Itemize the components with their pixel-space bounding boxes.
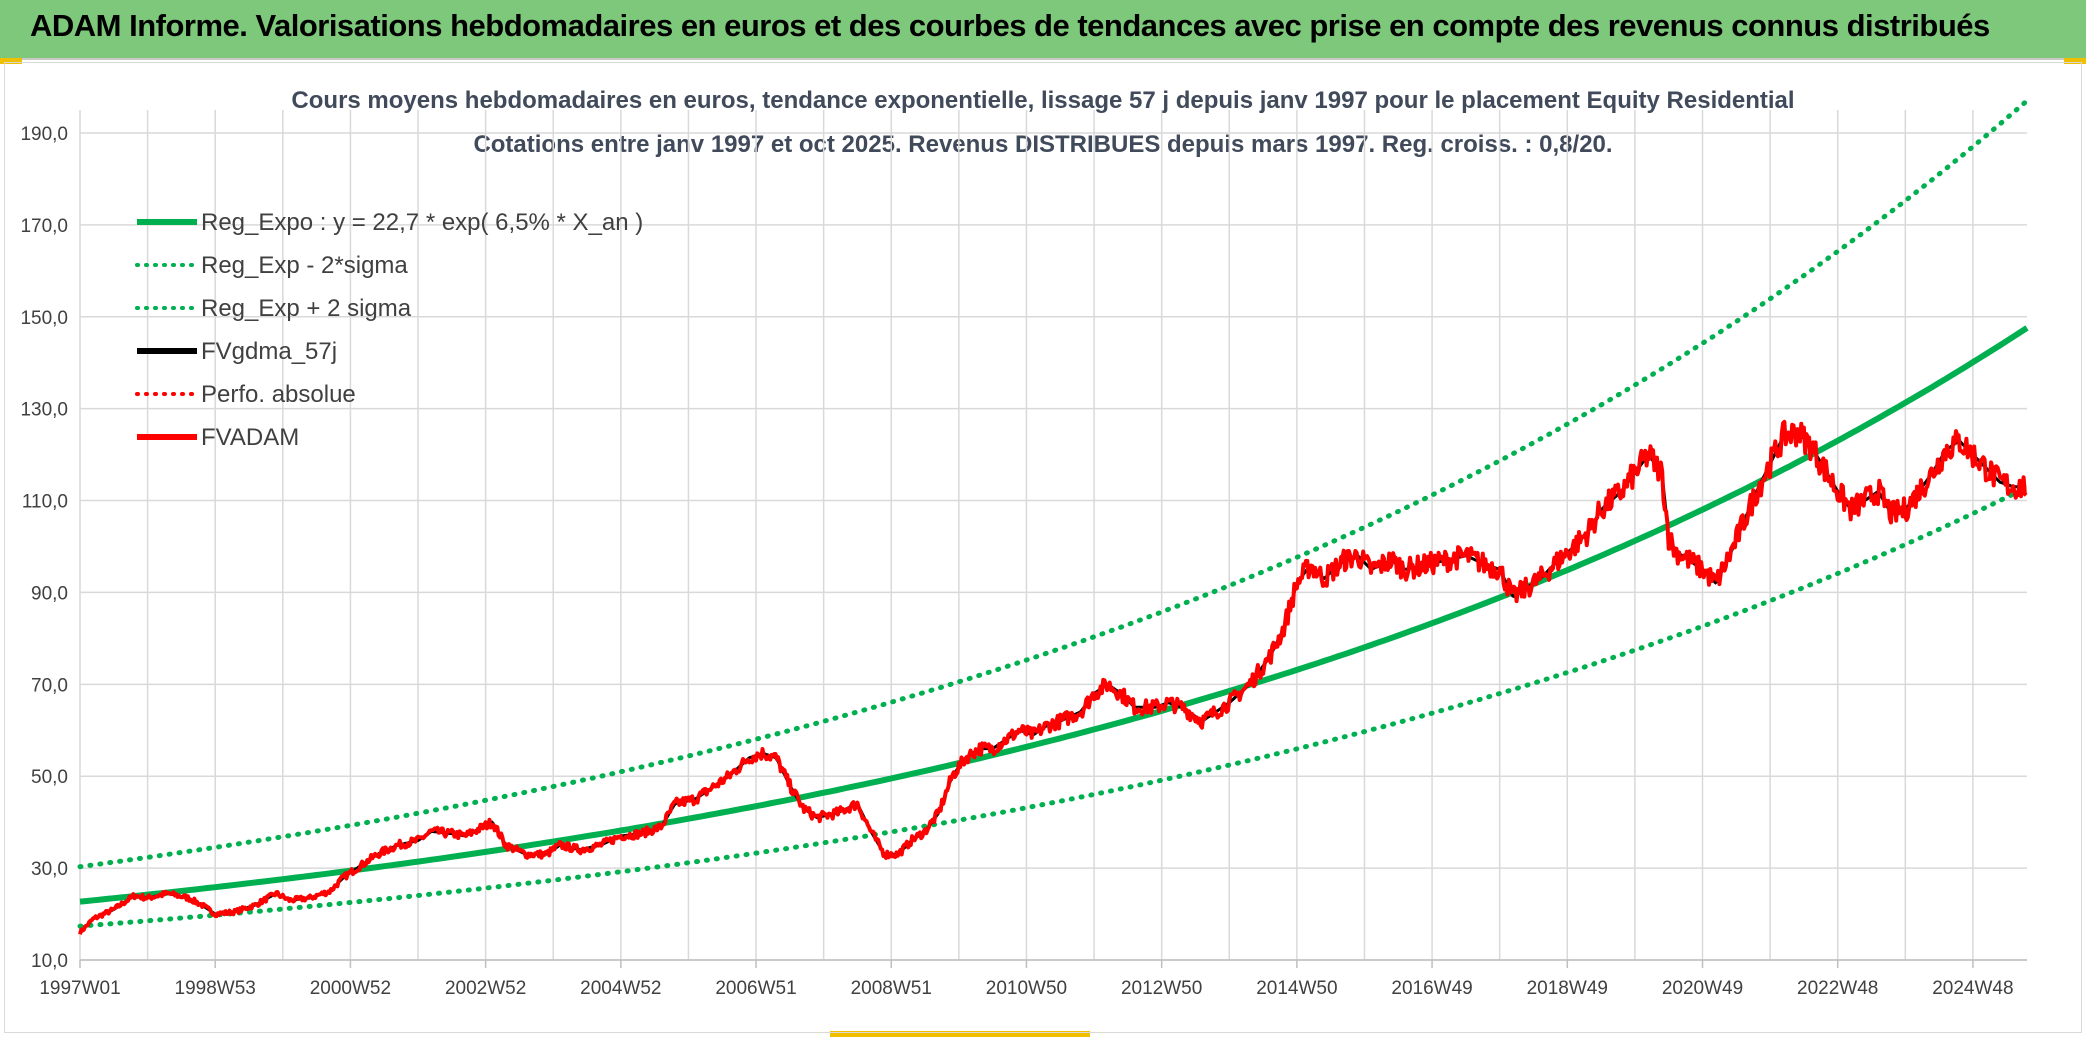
y-tick-label: 70,0: [31, 675, 68, 696]
corner-mark-left: [0, 58, 22, 64]
chart-title: Cours moyens hebdomadaires en euros, ten…: [291, 87, 1795, 114]
legend-label: Reg_Expo : y = 22,7 * exp( 6,5% * X_an ): [201, 209, 643, 236]
regression-line: [79, 325, 2029, 905]
y-tick-label: 170,0: [20, 216, 68, 237]
legend-label: FVgdma_57j: [201, 338, 337, 365]
y-tick-label: 10,0: [31, 951, 68, 972]
x-tick-label: 2006W51: [715, 978, 796, 999]
corner-mark-bottom: [830, 1031, 1090, 1037]
x-tick-label: 1998W53: [175, 978, 256, 999]
y-tick-label: 90,0: [31, 583, 68, 604]
y-tick-label: 110,0: [22, 492, 68, 513]
regression-plus-2sigma-line: [77, 98, 2030, 870]
x-tick-label: 2016W49: [1391, 978, 1472, 999]
x-tick-label: 2000W52: [310, 978, 391, 999]
x-tick-label: 2018W49: [1527, 978, 1608, 999]
report-title: ADAM Informe. Valorisations hebdomadaire…: [30, 8, 1990, 43]
fvadam-line: [78, 419, 2028, 935]
x-tick-label: 2012W50: [1121, 978, 1202, 999]
chart-subtitle: Cotations entre janv 1997 et oct 2025. R…: [473, 131, 1613, 158]
y-tick-label: 30,0: [31, 859, 68, 880]
y-tick-label: 150,0: [20, 308, 68, 329]
x-tick-label: 2014W50: [1256, 978, 1337, 999]
corner-mark-right: [2064, 58, 2086, 64]
legend-label: FVADAM: [201, 424, 299, 451]
x-tick-label: 2010W50: [986, 978, 1067, 999]
y-tick-label: 50,0: [31, 767, 68, 788]
x-tick-label: 2008W51: [851, 978, 932, 999]
x-tick-label: 2024W48: [1932, 978, 2013, 999]
y-tick-label: 190,0: [20, 124, 68, 145]
x-tick-label: 2004W52: [580, 978, 661, 999]
x-tick-label: 2002W52: [445, 978, 526, 999]
y-tick-label: 130,0: [20, 400, 68, 421]
legend-label: Perfo. absolue: [201, 381, 356, 408]
chart-area: [4, 62, 2082, 1033]
x-tick-label: 2022W48: [1797, 978, 1878, 999]
x-tick-label: 2020W49: [1662, 978, 1743, 999]
x-tick-label: 1997W01: [39, 978, 120, 999]
report-banner: ADAM Informe. Valorisations hebdomadaire…: [0, 0, 2086, 60]
legend-label: Reg_Exp + 2 sigma: [201, 295, 412, 322]
legend-label: Reg_Exp - 2*sigma: [201, 252, 408, 279]
regression-minus-2sigma-line: [77, 484, 2030, 929]
